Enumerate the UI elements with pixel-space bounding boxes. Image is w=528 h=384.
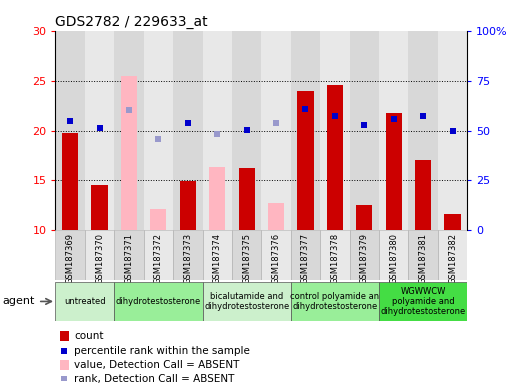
Bar [55,282,114,321]
Bar [409,230,438,280]
Text: GSM187371: GSM187371 [125,233,134,284]
Bar [232,230,261,280]
Bar [60,360,69,370]
Bar [85,31,114,230]
Text: rank, Detection Call = ABSENT: rank, Detection Call = ABSENT [74,374,234,384]
Text: GDS2782 / 229633_at: GDS2782 / 229633_at [55,15,208,29]
Text: control polyamide an
dihydrotestosterone: control polyamide an dihydrotestosterone [290,292,380,311]
Text: GSM187377: GSM187377 [301,233,310,284]
Bar [356,205,372,230]
Text: count: count [74,331,103,341]
Bar [409,31,438,230]
Text: GSM187374: GSM187374 [213,233,222,284]
Bar [297,91,314,230]
Bar [150,209,166,230]
Text: GSM187376: GSM187376 [271,233,280,284]
Bar [121,76,137,230]
Bar [91,185,108,230]
Text: GSM187373: GSM187373 [183,233,192,284]
Bar [320,31,350,230]
Text: dihydrotestosterone: dihydrotestosterone [116,297,201,306]
Text: bicalutamide and
dihydrotestosterone: bicalutamide and dihydrotestosterone [204,292,289,311]
Text: GSM187381: GSM187381 [419,233,428,284]
Bar [379,230,409,280]
Text: untreated: untreated [64,297,106,306]
Text: value, Detection Call = ABSENT: value, Detection Call = ABSENT [74,360,239,370]
Text: GSM187375: GSM187375 [242,233,251,284]
Bar [438,230,467,280]
Bar [239,169,254,230]
Bar [415,159,431,230]
Bar [55,31,85,230]
Bar [291,31,320,230]
Text: GSM187370: GSM187370 [95,233,104,284]
Bar [144,230,173,280]
Bar [261,230,291,280]
Bar [350,230,379,280]
Bar [350,31,379,230]
Bar [232,31,261,230]
Bar [291,282,379,321]
Bar [291,230,320,280]
Bar [379,31,409,230]
Bar [85,230,114,280]
Text: GSM187379: GSM187379 [360,233,369,284]
Bar [173,230,203,280]
Bar [209,167,225,230]
Text: GSM187369: GSM187369 [65,233,74,284]
Bar [379,282,467,321]
Bar [114,282,203,321]
Text: GSM187382: GSM187382 [448,233,457,284]
Bar [203,230,232,280]
Bar [144,31,173,230]
Bar [438,31,467,230]
Bar [114,230,144,280]
Text: GSM187372: GSM187372 [154,233,163,284]
Bar [268,204,284,230]
Bar [60,331,69,341]
Bar [114,31,144,230]
Text: percentile rank within the sample: percentile rank within the sample [74,346,250,356]
Text: GSM187378: GSM187378 [331,233,340,284]
Bar [320,230,350,280]
Bar [445,214,460,230]
Bar [203,282,291,321]
Bar [327,84,343,230]
Text: agent: agent [3,296,35,306]
Text: WGWWCW
polyamide and
dihydrotestosterone: WGWWCW polyamide and dihydrotestosterone [381,286,466,316]
Text: GSM187380: GSM187380 [389,233,398,284]
Bar [203,31,232,230]
Bar [55,230,85,280]
Bar [180,182,196,230]
Bar [173,31,203,230]
Bar [261,31,291,230]
Bar [385,113,402,230]
Bar [62,132,78,230]
